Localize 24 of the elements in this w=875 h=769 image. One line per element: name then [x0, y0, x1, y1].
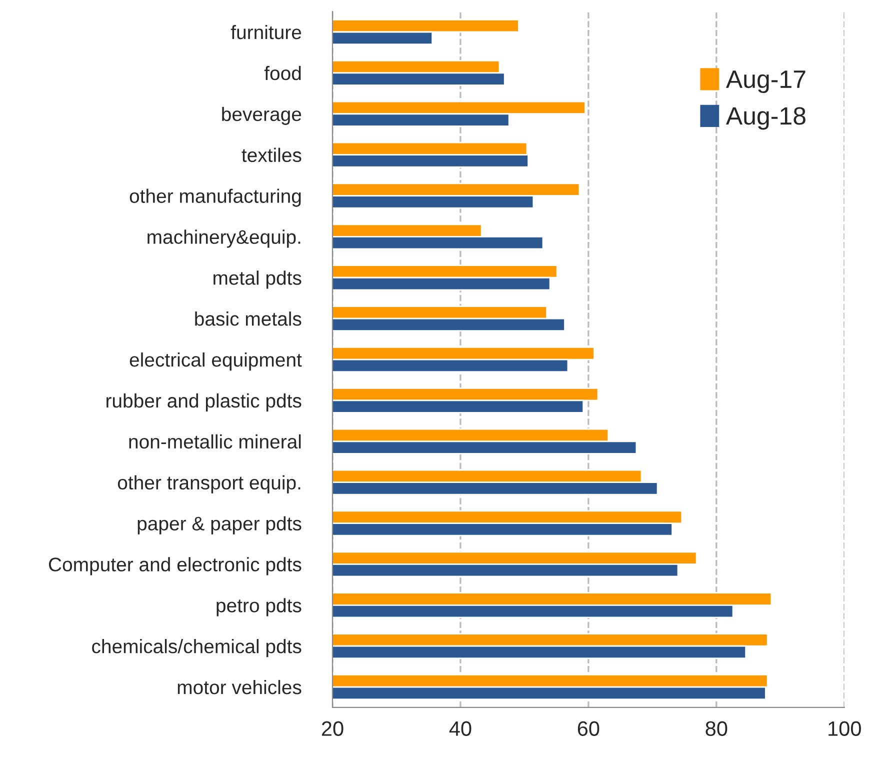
- y-tick-label: other transport equip.: [118, 475, 300, 494]
- y-tick-label: non-metallic mineral: [129, 434, 301, 449]
- y-tick-label: other manufacturing: [130, 188, 301, 207]
- y-tick-label: beverage: [222, 106, 302, 125]
- y-tick-label: paper & paper pdts: [138, 516, 302, 534]
- y-tick-label: food: [264, 66, 301, 80]
- y-tick-label: electrical equipment: [130, 352, 302, 371]
- y-tick-label: rubber and plastic pdts: [106, 393, 302, 412]
- x-tick-label: 40: [449, 721, 472, 736]
- y-tick-label: textiles: [242, 148, 302, 162]
- y-tick-label: petro pdts: [216, 598, 302, 616]
- legend-label: Aug-17: [726, 70, 806, 94]
- y-tick-label: furniture: [230, 24, 302, 40]
- y-tick-label: machinery&equip.: [148, 230, 300, 248]
- legend-label: Aug-18: [726, 107, 806, 130]
- x-tick-label: 80: [706, 721, 728, 736]
- x-tick-label: 20: [322, 721, 344, 736]
- y-tick-label: motor vehicles: [178, 680, 302, 694]
- x-tick-label: 100: [828, 721, 861, 736]
- y-tick-label: Computer and electronic pdts: [48, 557, 302, 576]
- y-tick-label: metal pdts: [214, 270, 302, 289]
- x-tick-label: 60: [578, 721, 600, 736]
- y-tick-label: basic metals: [195, 312, 302, 326]
- y-tick-label: chemicals/chemical pdts: [92, 639, 302, 658]
